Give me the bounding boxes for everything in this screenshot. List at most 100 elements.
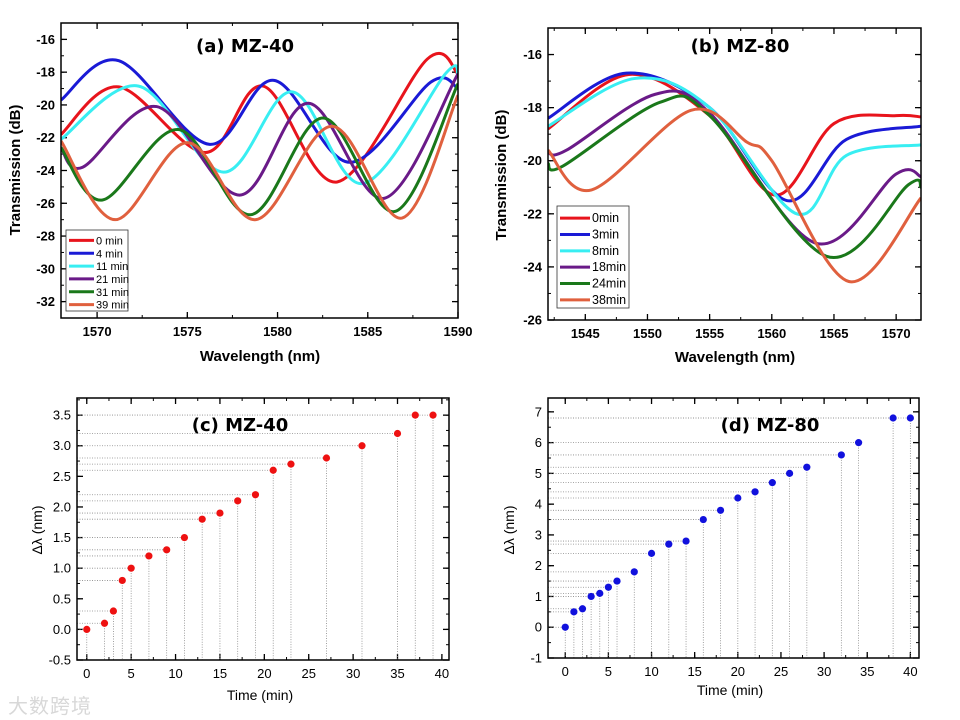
x-tick-label: 30 [346, 666, 360, 681]
series-line-38min [548, 107, 921, 284]
x-tick-label: 1560 [757, 326, 786, 341]
x-tick-label: 20 [257, 666, 271, 681]
y-tick-label: -24 [523, 259, 543, 274]
x-tick-label: 1555 [695, 326, 724, 341]
series-line-0min [61, 51, 458, 184]
y-tick-label: -18 [523, 100, 542, 115]
chart-c: 0 5 10 15 20 25 30 35 40 -0.5 0.0 0.5 1.0 1.5 2.0 2.5 3.… [29, 397, 450, 703]
legend-box [65, 229, 129, 312]
x-axis-label: Wavelength (nm) [675, 349, 795, 366]
y-tick-label: 1.0 [53, 561, 71, 576]
data-point [561, 623, 569, 631]
data-point [251, 491, 260, 499]
data-point [596, 589, 604, 597]
y-tick-label: 2.0 [53, 499, 71, 514]
x-tick-label: 1570 [83, 324, 112, 339]
data-point [855, 439, 863, 447]
series-line-4min [61, 58, 458, 164]
y-tick-label: -1 [530, 651, 542, 666]
y-tick-label: 0.5 [53, 591, 71, 606]
plot-frame [547, 397, 920, 659]
x-tick-label: 1590 [444, 324, 473, 339]
y-tick-label: -26 [36, 196, 55, 211]
y-tick-label: -22 [36, 130, 55, 145]
chart-b: 1545 1550 1555 1560 1565 1570 -16 -18 -20 -22 -24 -… [493, 27, 922, 366]
data-point [837, 451, 845, 459]
series-line-39min [61, 94, 458, 222]
x-tick-label: 15 [213, 666, 227, 681]
y-tick-label: -20 [523, 153, 542, 168]
series-line-31min [61, 82, 458, 217]
x-axis-label: Time (min) [227, 687, 293, 703]
data-point [587, 592, 595, 601]
data-point [287, 460, 295, 468]
x-tick-label: 1580 [263, 324, 292, 339]
y-tick-label: 3 [535, 527, 542, 542]
y-tick-label: 1.5 [53, 530, 71, 545]
y-tick-label: 3.0 [53, 438, 71, 453]
y-tick-label: 2.5 [53, 469, 71, 484]
series-line-24min [548, 94, 921, 260]
x-axis-label: Wavelength (nm) [200, 348, 320, 365]
chart-title: (b) MZ-80 [691, 36, 790, 57]
x-tick-label: 35 [390, 666, 404, 681]
y-tick-label: -18 [36, 65, 55, 80]
x-tick-label: 0 [562, 664, 569, 679]
data-point [647, 549, 656, 557]
data-point [109, 607, 118, 615]
data-point [751, 488, 759, 496]
y-tick-label: 0.0 [53, 622, 71, 637]
data-point [716, 506, 725, 514]
y-tick-label: 1 [535, 589, 542, 604]
x-tick-label: 5 [605, 664, 612, 679]
data-point [322, 454, 331, 462]
data-point [127, 564, 135, 572]
chart-d: 0 5 10 15 20 25 30 35 40 -1 0 1 2 3 4 5 6 7 (d) MZ-80 Time … [501, 397, 920, 698]
y-tick-label: -22 [523, 206, 542, 221]
series-line-21min [61, 73, 458, 200]
x-tick-label: 40 [435, 666, 449, 681]
x-tick-label: 20 [731, 664, 745, 679]
data-point [358, 442, 366, 450]
data-point [180, 533, 189, 542]
data-point [785, 469, 794, 477]
y-tick-label: -16 [36, 32, 55, 47]
legend-label: 38min [592, 293, 626, 307]
data-point [411, 411, 419, 419]
series-group [548, 71, 921, 284]
y-tick-label: -16 [523, 47, 542, 62]
series-line-18min [548, 89, 921, 246]
y-tick-label: -24 [36, 163, 56, 178]
y-tick-label: -26 [523, 313, 542, 328]
data-point [665, 540, 673, 548]
y-axis-label: Transmission (dB) [493, 110, 510, 241]
data-point [613, 577, 621, 585]
legend-box [556, 205, 630, 309]
data-point [889, 414, 897, 422]
y-axis-label: Transmission (dB) [7, 105, 24, 236]
legend-label: 39 min [96, 300, 129, 312]
y-tick-label: 2 [535, 558, 542, 573]
chart-title: (c) MZ-40 [192, 415, 289, 436]
legend-label: 0 min [96, 235, 123, 247]
x-tick-label: 15 [687, 664, 701, 679]
y-axis-label: Δλ (nm) [501, 505, 517, 554]
chart-title: (d) MZ-80 [721, 415, 820, 436]
x-tick-label: 1565 [820, 326, 849, 341]
x-tick-label: 1550 [633, 326, 662, 341]
x-tick-label: 1585 [353, 324, 382, 339]
legend-label: 24min [592, 277, 626, 291]
data-point [145, 552, 153, 560]
data-point [734, 494, 742, 502]
data-point [570, 608, 578, 616]
x-tick-label: 0 [83, 666, 90, 681]
x-tick-label: 10 [168, 666, 182, 681]
x-axis-label: Time (min) [697, 682, 763, 698]
data-point [630, 568, 638, 576]
chart-a: 1570 1575 1580 1585 1590 -16 -18 -20 -22 -24 -26 -2… [7, 22, 473, 365]
x-tick-label: 25 [301, 666, 315, 681]
legend-label: 11 min [96, 261, 128, 273]
legend-label: 31 min [96, 287, 129, 299]
